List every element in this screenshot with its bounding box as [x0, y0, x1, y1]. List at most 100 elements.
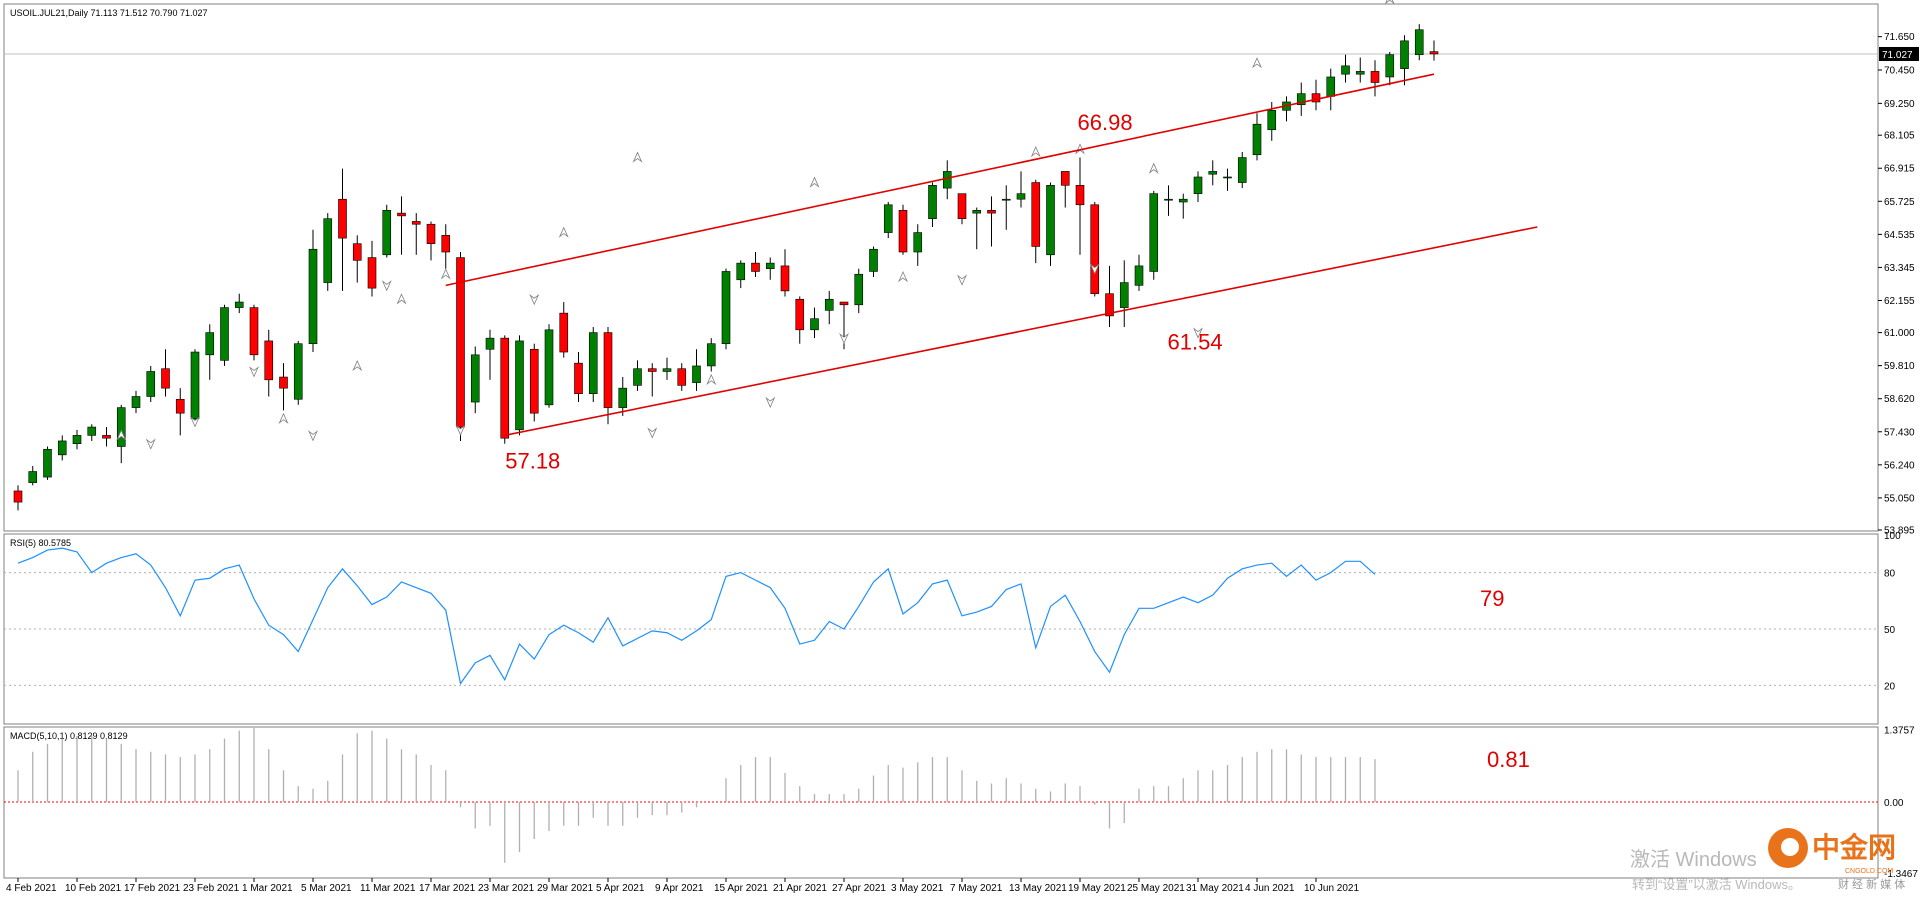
price-tick-label: 53.895 [1884, 526, 1915, 537]
macd-tick-label: -1.3467 [1884, 869, 1918, 880]
macd-value-annotation: 0.81 [1487, 747, 1530, 772]
x-tick-label: 5 Mar 2021 [301, 883, 352, 894]
bull-candle [588, 332, 598, 395]
bull-candle [190, 351, 200, 420]
bull-candle [662, 368, 672, 372]
price-tick-label: 70.450 [1884, 66, 1915, 77]
fractal-up-icon [809, 176, 820, 188]
price-tick-label: 56.240 [1884, 460, 1915, 471]
bull-candle [1193, 176, 1203, 194]
bull-candle [1164, 198, 1173, 201]
bull-candle [1119, 282, 1129, 308]
bull-candle [234, 301, 244, 308]
bear-candle [839, 301, 849, 306]
x-tick-label: 21 Apr 2021 [773, 883, 827, 894]
bear-candle [574, 362, 583, 395]
bear-candle [1031, 182, 1041, 247]
fractal-down-icon [1193, 327, 1203, 339]
x-tick-label: 10 Feb 2021 [65, 883, 122, 894]
bull-candle [1016, 193, 1026, 200]
bear-candle [780, 265, 790, 292]
bull-candle [1414, 29, 1424, 56]
fractal-down-icon [1089, 263, 1100, 275]
bull-candle [928, 185, 937, 219]
bull-candle [721, 271, 731, 344]
price-tick-label: 71.650 [1884, 32, 1915, 43]
logo-text: 中金网 [1812, 831, 1896, 864]
x-tick-label: 17 Feb 2021 [124, 883, 181, 894]
bull-candle [1355, 71, 1365, 75]
fractal-down-icon [381, 280, 392, 292]
fractal-up-icon [396, 293, 407, 305]
x-tick-label: 23 Feb 2021 [183, 883, 240, 894]
bull-candle [736, 262, 746, 281]
bull-candle [308, 248, 318, 344]
x-tick-label: 10 Jun 2021 [1304, 883, 1359, 894]
bear-candle [367, 257, 377, 289]
macd-tick-label: 0.00 [1884, 798, 1904, 809]
price-tick-label: 62.155 [1884, 296, 1915, 307]
x-tick-label: 27 Apr 2021 [832, 883, 886, 894]
x-tick-label: 29 Mar 2021 [537, 883, 594, 894]
x-tick-label: 17 Mar 2021 [419, 883, 476, 894]
bull-candle [618, 387, 628, 408]
rsi-line [17, 547, 1376, 685]
price-tick-label: 58.620 [1884, 394, 1915, 405]
bear-candle [1429, 51, 1439, 55]
bull-candle [146, 371, 156, 397]
rsi-tick-label: 80 [1884, 569, 1896, 580]
fractal-up-icon [632, 151, 643, 163]
bull-candle [824, 298, 834, 311]
bull-candle [883, 204, 893, 233]
bear-candle [795, 298, 805, 331]
bear-candle [426, 223, 436, 244]
bull-candle [382, 210, 392, 256]
bear-candle [249, 307, 259, 356]
bull-candle [1296, 93, 1306, 106]
bear-candle [987, 210, 996, 214]
fractal-down-icon [145, 438, 156, 450]
fractal-up-icon [440, 268, 451, 280]
fractal-down-icon [308, 430, 318, 442]
bull-candle [485, 337, 495, 350]
fractal-down-icon [249, 366, 259, 378]
bear-candle [1075, 185, 1085, 206]
fractal-down-icon [455, 424, 466, 436]
bull-candle [942, 171, 952, 189]
price-tick-label: 59.810 [1884, 361, 1915, 372]
channel-lower-line [504, 226, 1538, 437]
bull-candle [972, 210, 982, 214]
bear-candle [13, 490, 23, 503]
bear-candle [175, 398, 185, 414]
price-tick-label: 65.725 [1884, 197, 1915, 208]
bear-candle [603, 332, 613, 408]
logo-sub2: 财 经 新 媒 体 [1838, 877, 1905, 891]
bear-candle [677, 368, 687, 386]
fractal-down-icon [190, 416, 200, 428]
macd-header-label: MACD(5,10,1) 0.8129 0.8129 [10, 731, 128, 741]
fractal-up-icon [1384, 0, 1395, 5]
logo-sub: CNGOLD.COM [1845, 868, 1893, 875]
bull-candle [1149, 193, 1159, 272]
price-tick-label: 63.345 [1884, 263, 1915, 274]
x-tick-label: 4 Jun 2021 [1245, 883, 1295, 894]
bear-candle [279, 376, 288, 389]
x-tick-label: 3 May 2021 [891, 883, 944, 894]
price-tick-label: 57.430 [1884, 427, 1915, 438]
price-annotation: 66.98 [1078, 110, 1133, 135]
price-tick-label: 64.535 [1884, 230, 1915, 241]
bear-candle [1370, 71, 1380, 83]
price-plot: 71.650 70.450 69.250 68.105 66.915 65.725 64.5… [4, 0, 1919, 537]
x-axis: 4 Feb 2021 10 Feb 2021 17 Feb 2021 23 Feb 2… [6, 878, 1359, 894]
bull-candle [869, 248, 878, 272]
main-panel-frame [3, 3, 1879, 532]
price-tick-label: 61.000 [1884, 328, 1915, 339]
bull-candle [116, 407, 126, 447]
x-tick-label: 11 Mar 2021 [360, 883, 416, 894]
fractal-up-icon [898, 271, 908, 283]
bull-candle [515, 340, 524, 431]
bear-candle [500, 337, 510, 439]
rsi-tick-label: 100 [1884, 531, 1901, 542]
